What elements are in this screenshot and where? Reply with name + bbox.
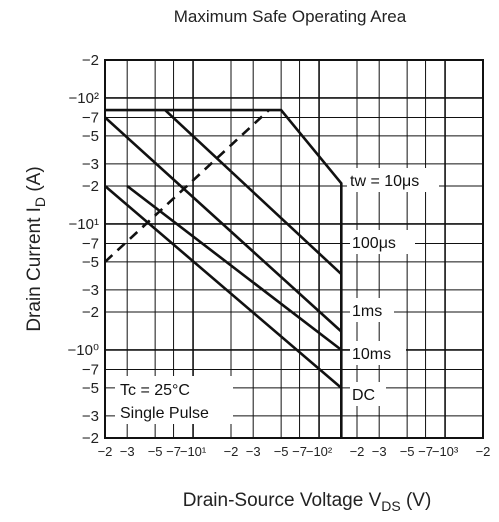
x-tick-label-13: −7 (418, 444, 433, 459)
chart-title: Maximum Safe Operating Area (174, 7, 407, 26)
label-1ms: 1ms (352, 303, 382, 320)
y-tick-label-7: −5 (82, 254, 99, 271)
x-tick-label-11: −3 (372, 444, 387, 459)
x-tick-label-15: −2 (476, 444, 491, 459)
x-tick-label-6: −3 (246, 444, 261, 459)
condition-note: Tc = 25°C Single Pulse (115, 376, 233, 424)
x-tick-label-8: −7 (292, 444, 307, 459)
series-line-dc (104, 185, 343, 389)
y-tick-label-9: −10¹ (69, 216, 99, 233)
y-tick-label-14: −10² (69, 90, 99, 107)
y-tick-label-15: −2 (82, 52, 99, 69)
y-tick-label-5: −2 (82, 304, 99, 321)
x-tick-label-3: −7 (166, 444, 181, 459)
plot-frame (104, 59, 484, 439)
y-tick-label-3: −7 (82, 361, 99, 378)
tick-labels: −2 −3 −5 −7−10¹ −2 −3 −5 −7−10² −2 −3 −5 −7−10³ −2−2… (68, 52, 491, 459)
x-tick-label-7: −5 (274, 444, 289, 459)
y-tick-label-12: −5 (82, 128, 99, 145)
y-tick-label-2: −5 (82, 380, 99, 397)
label-dc: DC (352, 387, 375, 404)
y-tick-label-10: −2 (82, 178, 99, 195)
y-tick-label-4: −10⁰ (68, 342, 99, 359)
y-tick-label-0: −2 (82, 430, 99, 447)
x-tick-label-10: −2 (350, 444, 365, 459)
y-tick-label-13: −7 (82, 109, 99, 126)
x-tick-label-12: −5 (400, 444, 415, 459)
label-10ms: 10ms (352, 346, 391, 363)
y-axis-label: Drain Current ID (A) (24, 166, 48, 331)
x-axis-label: Drain-Source Voltage VDS (V) (183, 490, 432, 514)
series-line-dashed-limit (104, 109, 270, 263)
label-100us: 100μs (352, 235, 396, 252)
series-line-100-s (164, 109, 343, 276)
note-tc: Tc = 25°C (120, 382, 190, 399)
y-tick-label-6: −3 (82, 282, 99, 299)
x-tick-label-14: −10³ (432, 444, 459, 459)
x-tick-label-4: −10¹ (180, 444, 207, 459)
x-tick-label-2: −5 (148, 444, 163, 459)
x-tick-label-5: −2 (224, 444, 239, 459)
series-line-10ms (126, 184, 343, 351)
series-line-1ms (104, 116, 343, 333)
y-tick-label-1: −3 (82, 408, 99, 425)
x-tick-label-9: −10² (306, 444, 333, 459)
y-tick-label-11: −3 (82, 156, 99, 173)
label-tw-10us: tw = 10μs (350, 173, 419, 190)
curve-labels: tw = 10μs 100μs 1ms 10ms DC (347, 168, 439, 406)
y-tick-label-8: −7 (82, 235, 99, 252)
note-single-pulse: Single Pulse (120, 405, 209, 422)
x-tick-label-0: −2 (98, 444, 113, 459)
series-line-tw-10-s (105, 108, 343, 438)
series-lines (104, 108, 343, 438)
x-tick-label-1: −3 (120, 444, 135, 459)
